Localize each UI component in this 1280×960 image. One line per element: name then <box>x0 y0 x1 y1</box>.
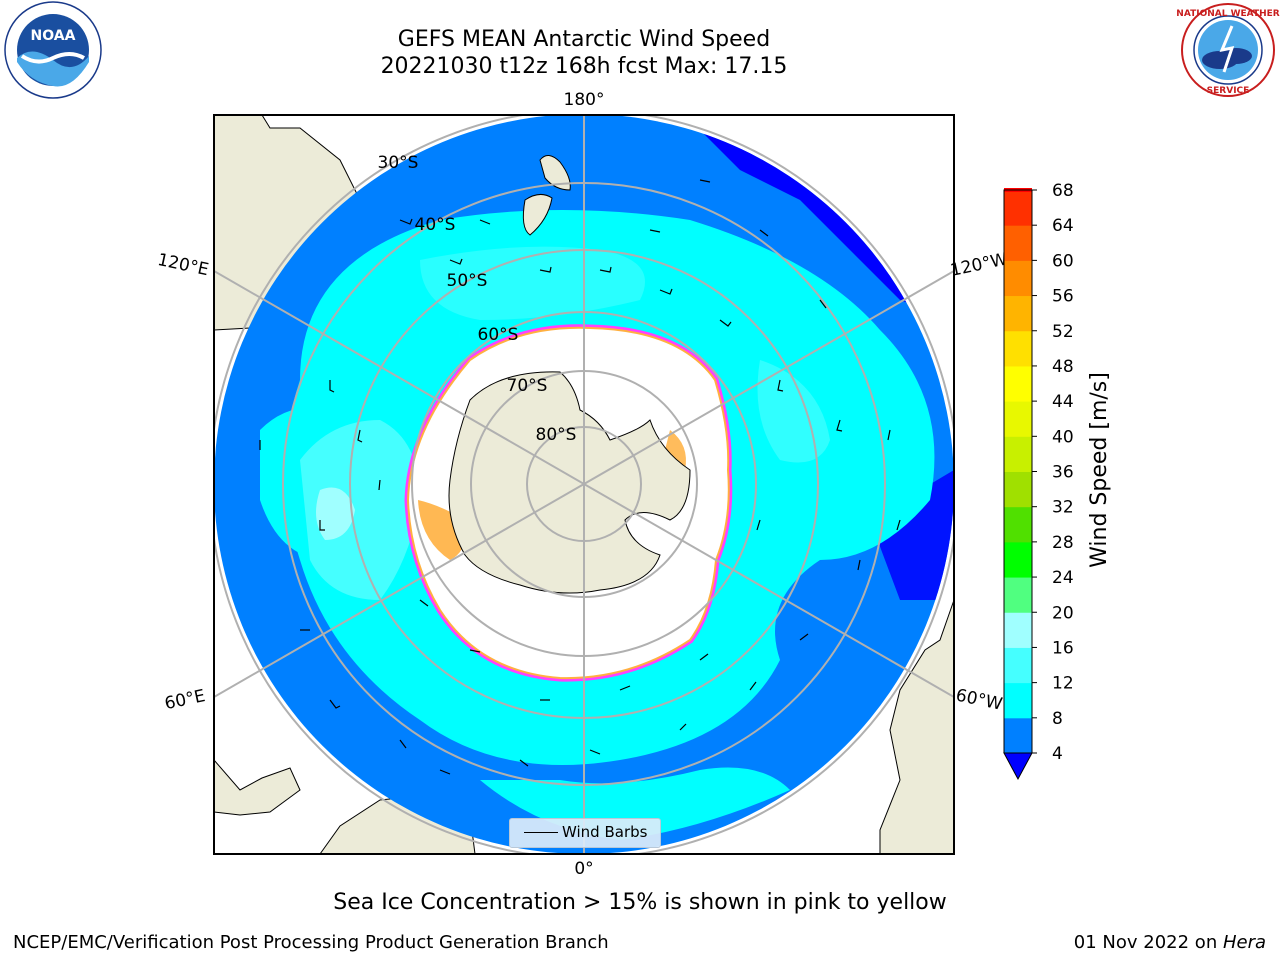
colorbar-segment <box>1004 190 1032 226</box>
colorbar-tick-label: 12 <box>1052 674 1074 694</box>
legend-label: Wind Barbs <box>562 823 648 841</box>
colorbar-segment <box>1004 330 1032 367</box>
legend: Wind Barbs <box>509 818 661 848</box>
colorbar-tick-label: 4 <box>1052 744 1063 764</box>
colorbar-segment <box>1004 436 1032 472</box>
colorbar-segment <box>1004 471 1032 508</box>
chart-subtitle: 20221030 t12z 168h fcst Max: 17.15 <box>380 54 788 79</box>
colorbar-segment <box>1004 506 1032 543</box>
map-frame <box>213 114 955 855</box>
lat-label-30s: 30°S <box>378 153 419 173</box>
colorbar-segment <box>1004 365 1032 402</box>
wind-barb-legend-line <box>524 832 558 833</box>
colorbar-segment <box>1004 541 1032 578</box>
lat-label-60s: 60°S <box>478 325 519 345</box>
colorbar-under-extension <box>1003 752 1033 781</box>
caption: Sea Ice Concentration > 15% is shown in … <box>333 890 947 915</box>
svg-text:NATIONAL WEATHER: NATIONAL WEATHER <box>1176 9 1279 19</box>
colorbar-tick-label: 64 <box>1052 216 1074 236</box>
colorbar-segment <box>1004 295 1032 332</box>
colorbar-tick-label: 28 <box>1052 533 1074 553</box>
colorbar-tick-label: 8 <box>1052 709 1063 729</box>
footer-credit: NCEP/EMC/Verification Post Processing Pr… <box>13 932 609 953</box>
colorbar-tick-label: 48 <box>1052 357 1074 377</box>
colorbar-segment <box>1004 401 1032 437</box>
colorbar-tick-label: 16 <box>1052 638 1074 658</box>
colorbar-tick-label: 36 <box>1052 463 1074 483</box>
colorbar-tick-label: 52 <box>1052 322 1074 342</box>
lon-label-60e: 60°E <box>163 686 207 714</box>
colorbar-tick-label: 40 <box>1052 427 1074 447</box>
colorbar-tick-label: 32 <box>1052 498 1074 518</box>
lon-label-120e: 120°E <box>156 250 211 280</box>
footer-date: 01 Nov 2022 on Hera <box>1074 932 1266 953</box>
colorbar-tick-label: 68 <box>1052 181 1074 201</box>
colorbar-tick-label: 44 <box>1052 392 1074 412</box>
lon-label-180: 180° <box>564 90 605 110</box>
svg-text:NOAA: NOAA <box>31 28 76 44</box>
chart-title: GEFS MEAN Antarctic Wind Speed <box>397 27 771 52</box>
colorbar-label: Wind Speed [m/s] <box>1087 372 1112 568</box>
lat-label-40s: 40°S <box>415 215 456 235</box>
colorbar-segment <box>1004 612 1032 648</box>
wind-barbs <box>259 179 901 775</box>
lat-label-80s: 80°S <box>536 425 577 445</box>
lon-label-120w: 120°W <box>949 249 1010 281</box>
colorbar-tick-label: 56 <box>1052 287 1074 307</box>
lon-label-0: 0° <box>574 859 593 879</box>
colorbar-segment <box>1004 682 1032 719</box>
lat-label-70s: 70°S <box>507 376 548 396</box>
lat-label-50s: 50°S <box>447 271 488 291</box>
colorbar-tick-label: 60 <box>1052 251 1074 271</box>
national-weather-service-logo: NATIONAL WEATHER SERVICE <box>1176 3 1280 97</box>
colorbar-tick-label: 24 <box>1052 568 1074 588</box>
colorbar-tick-label: 20 <box>1052 603 1074 623</box>
footer-date-text: 01 Nov 2022 on <box>1073 932 1223 953</box>
graticule <box>214 115 954 854</box>
noaa-logo: NOAA <box>4 1 102 99</box>
colorbar-segment <box>1004 577 1032 613</box>
colorbar-segment <box>1004 225 1032 261</box>
lon-label-60w: 60°W <box>954 685 1004 714</box>
colorbar-segment <box>1004 717 1032 754</box>
footer-host: Hera <box>1222 932 1266 953</box>
colorbar-segment <box>1004 260 1032 297</box>
svg-text:SERVICE: SERVICE <box>1207 86 1250 96</box>
colorbar-segment <box>1004 647 1032 684</box>
